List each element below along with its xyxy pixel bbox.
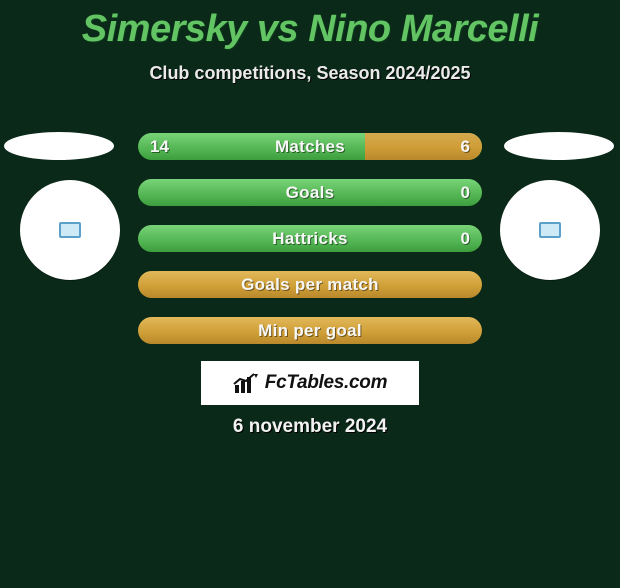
flag-left [4,132,114,160]
stat-label: Min per goal [138,317,482,344]
stat-value-right: 6 [461,133,470,160]
title-vs: vs [257,8,298,50]
date-label: 6 november 2024 [0,416,620,438]
stat-label: Hattricks [138,225,482,252]
flag-right [504,132,614,160]
stat-value-right: 0 [461,179,470,206]
subtitle: Club competitions, Season 2024/2025 [0,63,620,84]
brand-box: FcTables.com [201,361,419,405]
stat-label: Goals per match [138,271,482,298]
stat-bar: Min per goal [138,317,482,344]
stat-value-right: 0 [461,225,470,252]
stat-label: Matches [138,133,482,160]
stat-bar: Goals per match [138,271,482,298]
crest-right [500,180,600,280]
stat-label: Goals [138,179,482,206]
stat-bar: Matches14 6 [138,133,482,160]
crest-left-placeholder-icon [59,222,81,238]
title-player2: Nino Marcelli [308,8,538,50]
title-player1: Simersky [82,8,247,50]
brand-chart-icon [233,373,259,393]
page-title: Simersky vs Nino Marcelli [0,8,620,51]
crest-left [20,180,120,280]
crest-right-placeholder-icon [539,222,561,238]
stats-bars: Matches146Goals0Hattricks0Goals per matc… [138,133,482,344]
brand-text: FcTables.com [265,372,387,394]
stat-bar: Goals0 [138,179,482,206]
stat-bar: Hattricks0 [138,225,482,252]
stat-value-left: 14 [150,133,169,160]
